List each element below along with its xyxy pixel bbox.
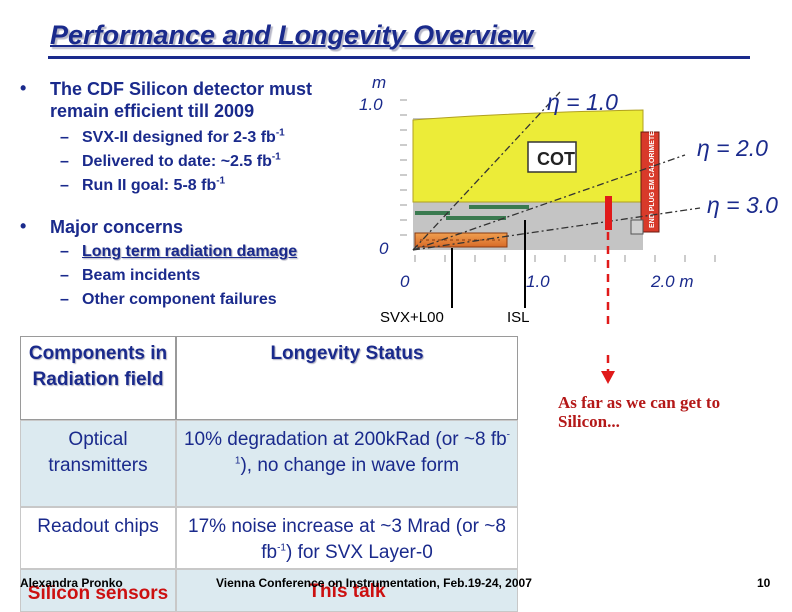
x-axis-ticks xyxy=(414,255,716,262)
isl-layer xyxy=(446,216,506,220)
table-cell-status: 10% degradation at 200kRad (or ~8 fb-1),… xyxy=(176,420,518,507)
y-axis-ticks xyxy=(400,99,407,236)
longevity-table: Components in Radiation field Longevity … xyxy=(20,336,518,612)
eta-1-line xyxy=(412,91,561,251)
sub-bullet-run2-goal: – Run II goal: 5-8 fb-1 xyxy=(60,175,226,194)
eta-3-line xyxy=(412,207,701,251)
title-underline xyxy=(48,56,750,59)
table-cell-component: Optical transmitters xyxy=(20,420,176,507)
sub-bullet-radiation-damage: – Long term radiation damage xyxy=(60,243,298,260)
isl-label: ISL xyxy=(507,309,530,326)
table-cell-status: 17% noise increase at ~3 Mrad (or ~8 fb-… xyxy=(176,507,518,569)
plug-base xyxy=(630,219,644,235)
x-axis-one-label: 1.0 xyxy=(526,272,550,291)
detector-quadrant-diagram: m 1.0 0 0 1.0 2.0 m COT END PLUG EM CALO… xyxy=(359,73,778,330)
bullet-major-concerns: Major concerns xyxy=(50,217,184,237)
isl-layer xyxy=(469,205,529,209)
y-axis-top-label: 1.0 xyxy=(359,95,383,114)
bullet-icon: • xyxy=(20,78,27,98)
sub-bullet-beam-incidents: – Beam incidents xyxy=(60,267,201,284)
cot-label: COT xyxy=(537,149,575,169)
plug-calorimeter xyxy=(640,131,660,233)
eta-1-label: η = 1.0 xyxy=(547,89,618,115)
silicon-reach-annotation: As far as we can get to Silicon... xyxy=(558,393,721,431)
sub-bullet-component-failures: – Other component failures xyxy=(60,291,277,308)
x-axis-two-label: 2.0 m xyxy=(650,272,694,291)
eta-2-label: η = 2.0 xyxy=(697,135,768,161)
footer-author: Alexandra Pronko xyxy=(20,576,123,590)
plug-calorimeter-label: END PLUG EM CALORIMETER xyxy=(649,126,656,228)
slide-title: Performance and Longevity Overview xyxy=(50,20,534,50)
y-axis-zero-label: 0 xyxy=(379,239,389,258)
page-number: 10 xyxy=(757,576,771,590)
bullet-cdf-requirement: The CDF Silicon detector must remain eff… xyxy=(50,79,313,121)
eta-2-line xyxy=(412,154,686,251)
table-header-components: Components in Radiation field xyxy=(20,336,176,420)
isl-layer xyxy=(415,211,450,215)
footer-conference: Vienna Conference on Instrumentation, Fe… xyxy=(216,576,532,590)
table-header-status: Longevity Status xyxy=(176,336,518,420)
table-cell-component: Readout chips xyxy=(20,507,176,569)
svx-label: SVX+L00 xyxy=(380,309,444,326)
sub-bullet-delivered: – Delivered to date: ~2.5 fb-1 xyxy=(60,151,281,170)
silicon-reach-arrowhead xyxy=(601,355,615,384)
sub-bullet-svx-design: – SVX-II designed for 2-3 fb-1 xyxy=(60,127,285,146)
table-cell-component: Silicon sensors xyxy=(20,569,176,612)
silicon-limit-marker xyxy=(605,196,612,230)
cot-label-box xyxy=(527,141,577,173)
eta-3-label: η = 3.0 xyxy=(707,192,778,218)
x-axis-zero-label: 0 xyxy=(400,272,410,291)
bullet-icon: • xyxy=(20,216,27,236)
y-axis-unit: m xyxy=(372,73,386,92)
table-cell-status: This talk xyxy=(176,569,518,612)
